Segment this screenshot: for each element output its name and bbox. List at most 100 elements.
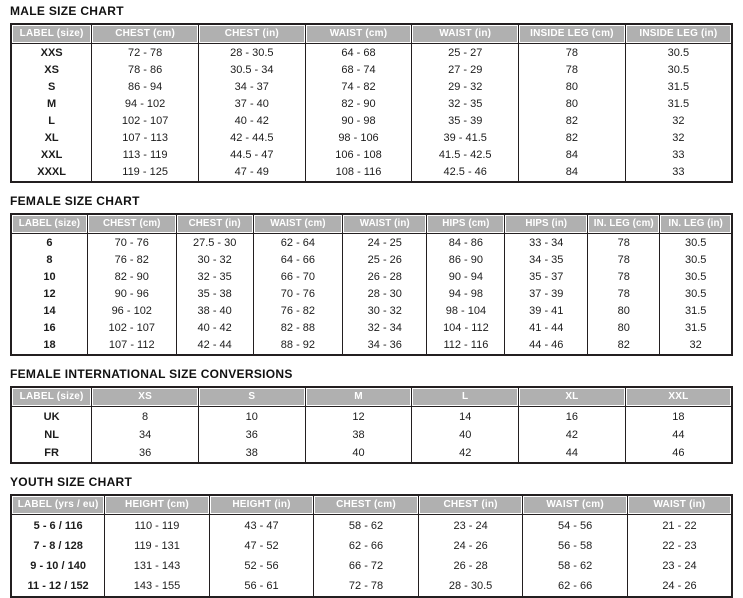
column-header: INSIDE LEG (in) (624, 23, 733, 44)
table-cell: 82 (587, 337, 661, 355)
table-row: 16 102 - 107 40 - 42 82 - 88 32 - 34 104 - 11… (10, 320, 733, 337)
table-cell: 32 - 35 (411, 96, 520, 113)
table-cell: 70 - 76 (86, 233, 177, 252)
table-cell: 8 (91, 406, 199, 426)
table-cell: 78 (518, 62, 626, 79)
table-cell: 37 - 40 (197, 96, 306, 113)
table-cell: 30 - 32 (175, 252, 254, 269)
row-label: 9 - 10 / 140 (10, 556, 106, 576)
row-label: UK (10, 406, 93, 426)
table-row: XL 107 - 113 42 - 44.5 98 - 106 39 - 41.5 82 3… (10, 130, 733, 147)
table-cell: 47 - 49 (197, 164, 306, 182)
table-cell: 30.5 (659, 233, 733, 252)
column-header: LABEL (yrs / eu) (10, 494, 106, 515)
column-header: IN. LEG (cm) (587, 213, 661, 234)
table-cell: 94 - 98 (426, 286, 506, 303)
table-cell: 32 - 34 (342, 320, 428, 337)
header-row: LABEL (size) XS S M L XL XXL (10, 386, 733, 407)
table-cell: 33 (624, 164, 733, 182)
table-cell: 94 - 102 (91, 96, 199, 113)
table-cell: 44 - 46 (504, 337, 589, 355)
table-cell: 35 - 37 (504, 269, 589, 286)
table-cell: 27.5 - 30 (175, 233, 254, 252)
table-cell: 38 (197, 444, 306, 463)
table-row: 12 90 - 96 35 - 38 70 - 76 28 - 30 94 - 98 37 … (10, 286, 733, 303)
column-header: L (411, 386, 520, 407)
table-cell: 84 (518, 164, 626, 182)
table-cell: 24 - 26 (626, 576, 733, 597)
table-cell: 28 - 30 (342, 286, 428, 303)
column-header: HEIGHT (cm) (104, 494, 210, 515)
table-cell: 35 - 39 (411, 113, 520, 130)
table-cell: 12 (304, 406, 413, 426)
section-female-international-conversions: FEMALE INTERNATIONAL SIZE CONVERSIONS LA… (10, 367, 733, 464)
table-cell: 23 - 24 (626, 556, 733, 576)
table-cell: 42 - 44.5 (197, 130, 306, 147)
table-cell: 30.5 (624, 43, 733, 62)
female-size-chart-title: FEMALE SIZE CHART (10, 194, 140, 208)
table-cell: 41 - 44 (504, 320, 589, 337)
table-cell: 42 (411, 444, 520, 463)
table-row: FR 36 38 40 42 44 46 (10, 444, 733, 463)
table-cell: 31.5 (659, 303, 733, 320)
table-cell: 33 - 34 (504, 233, 589, 252)
table-cell: 23 - 24 (417, 514, 524, 536)
column-header: WAIST (in) (626, 494, 733, 515)
table-cell: 70 - 76 (252, 286, 344, 303)
female-international-conversions-table: LABEL (size) XS S M L XL XXL UK 8 10 12 14 16 18 NL 34 3… (10, 386, 733, 464)
table-cell: 106 - 108 (304, 147, 413, 164)
table-cell: 82 - 90 (86, 269, 177, 286)
table-cell: 24 - 25 (342, 233, 428, 252)
table-cell: 44.5 - 47 (197, 147, 306, 164)
table-cell: 90 - 94 (426, 269, 506, 286)
female-international-conversions-title: FEMALE INTERNATIONAL SIZE CONVERSIONS (10, 367, 293, 381)
table-cell: 22 - 23 (626, 536, 733, 556)
table-cell: 62 - 64 (252, 233, 344, 252)
column-header: LABEL (size) (10, 213, 88, 234)
column-header: LABEL (size) (10, 386, 93, 407)
table-cell: 76 - 82 (86, 252, 177, 269)
table-cell: 80 (587, 303, 661, 320)
table-cell: 29 - 32 (411, 79, 520, 96)
section-female-size-chart: FEMALE SIZE CHART LABEL (size) CHEST (cm)… (10, 194, 733, 356)
table-cell: 36 (91, 444, 199, 463)
table-cell: 42 (518, 426, 626, 444)
column-header: WAIST (in) (411, 23, 520, 44)
column-header: WAIST (cm) (522, 494, 628, 515)
table-row: XS 78 - 86 30.5 - 34 68 - 74 27 - 29 78 30.5 (10, 62, 733, 79)
table-cell: 34 - 37 (197, 79, 306, 96)
table-cell: 34 - 35 (504, 252, 589, 269)
table-cell: 30.5 - 34 (197, 62, 306, 79)
column-header: CHEST (cm) (86, 213, 177, 234)
table-cell: 107 - 113 (91, 130, 199, 147)
table-cell: 46 (624, 444, 733, 463)
table-cell: 78 (518, 43, 626, 62)
table-cell: 32 (659, 337, 733, 355)
row-label: L (10, 113, 93, 130)
table-cell: 41.5 - 42.5 (411, 147, 520, 164)
table-cell: 72 - 78 (91, 43, 199, 62)
row-label: 5 - 6 / 116 (10, 514, 106, 536)
table-row: S 86 - 94 34 - 37 74 - 82 29 - 32 80 31.5 (10, 79, 733, 96)
section-youth-size-chart: YOUTH SIZE CHART LABEL (yrs / eu) HEIGHT … (10, 475, 733, 598)
row-label: 12 (10, 286, 88, 303)
table-cell: 28 - 30.5 (417, 576, 524, 597)
table-cell: 16 (518, 406, 626, 426)
table-cell: 56 - 61 (208, 576, 315, 597)
row-label: FR (10, 444, 93, 463)
table-cell: 28 - 30.5 (197, 43, 306, 62)
table-cell: 112 - 116 (426, 337, 506, 355)
table-cell: 78 (587, 269, 661, 286)
table-cell: 37 - 39 (504, 286, 589, 303)
table-row: 9 - 10 / 140 131 - 143 52 - 56 66 - 72 26 - … (10, 556, 733, 576)
table-cell: 98 - 106 (304, 130, 413, 147)
table-row: M 94 - 102 37 - 40 82 - 90 32 - 35 80 31.5 (10, 96, 733, 113)
female-size-table: LABEL (size) CHEST (cm) CHEST (in) WAIST (c… (10, 213, 733, 356)
table-cell: 42 - 44 (175, 337, 254, 355)
table-cell: 108 - 116 (304, 164, 413, 182)
table-cell: 30.5 (659, 269, 733, 286)
table-cell: 131 - 143 (104, 556, 210, 576)
table-cell: 98 - 104 (426, 303, 506, 320)
youth-size-table: LABEL (yrs / eu) HEIGHT (cm) HEIGHT (in) CH… (10, 494, 733, 598)
male-size-table: LABEL (size) CHEST (cm) CHEST (in) WAIST (c… (10, 23, 733, 183)
